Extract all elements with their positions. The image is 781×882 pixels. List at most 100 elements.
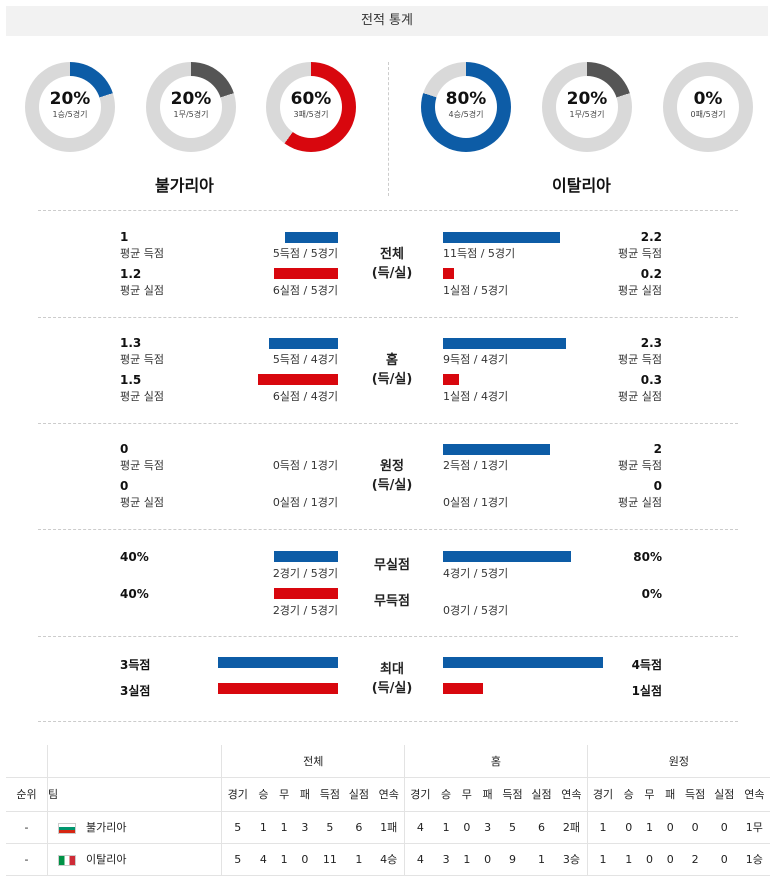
- home-conceded-detail: 6실점 / 5경기: [272, 284, 338, 297]
- away-avg-scored: 2.2: [640, 230, 662, 244]
- away-win-donut: 80% 4승/5경기: [421, 62, 511, 152]
- table-cell: 0: [709, 843, 739, 876]
- home-scored-detail: 0득점 / 1경기: [272, 459, 338, 472]
- home-scored-detail: 5득점 / 5경기: [272, 247, 338, 260]
- donut-percent: 20%: [566, 89, 608, 109]
- column-header: 실점: [527, 777, 557, 812]
- table-cell: 0: [294, 843, 316, 876]
- table-cell: 1: [273, 811, 295, 844]
- away-scored-detail: 9득점 / 4경기: [443, 353, 509, 366]
- table-cell: 6: [527, 811, 557, 844]
- table-cell: 3: [435, 843, 457, 876]
- away-avg-scored-label: 평균 득점: [618, 353, 662, 366]
- home-avg-scored: 1: [120, 230, 129, 244]
- table-cell: 1승: [738, 843, 770, 876]
- away-loss-donut: 0% 0패/5경기: [663, 62, 753, 152]
- table-cell: 5: [221, 843, 254, 876]
- away-scored-bar: [443, 232, 560, 243]
- divider: [38, 423, 738, 424]
- home-max-conceded-bar: [218, 683, 338, 694]
- away-scored-detail: 2득점 / 1경기: [443, 459, 509, 472]
- home-avg-scored: 0: [120, 442, 129, 456]
- away-avg-scored-label: 평균 득점: [618, 247, 662, 260]
- away-avg-conceded: 0.3: [640, 373, 662, 387]
- table-cell: 3승: [556, 843, 588, 876]
- away-avg-conceded: 0.2: [640, 267, 662, 281]
- group-header-overall: 전체: [221, 745, 405, 778]
- away-avg-scored: 2: [653, 442, 662, 456]
- home-no-goal-bar: [274, 588, 338, 599]
- table-cell: [47, 745, 222, 778]
- home-max-conceded: 3실점: [120, 684, 151, 698]
- home-team-name: 불가리아: [155, 176, 214, 195]
- table-cell: 1: [344, 843, 374, 876]
- column-header: 실점: [709, 777, 739, 812]
- category-label: 무실점: [374, 558, 410, 573]
- column-header: 무: [273, 777, 295, 812]
- column-header: 연속: [373, 777, 405, 812]
- away-avg-scored-label: 평균 득점: [618, 459, 662, 472]
- standings-table: 전체 홈 원정 순위 팀 경기 승 무 패 득점 실점 연속 경기 승 무 패 득점 실점 연속 경기 승 무 패 득점…: [6, 745, 770, 876]
- away-avg-conceded-label: 평균 실점: [618, 284, 662, 297]
- table-cell: 0: [680, 811, 710, 844]
- italy-flag-icon: [58, 854, 77, 866]
- divider: [38, 210, 738, 211]
- table-cell: 9: [497, 843, 528, 876]
- table-cell: 1무: [738, 811, 770, 844]
- column-header: 승: [618, 777, 640, 812]
- home-avg-conceded-label: 평균 실점: [120, 390, 164, 403]
- category-label: 홈: [386, 353, 398, 368]
- away-max-conceded: 1실점: [631, 684, 662, 698]
- away-clean-sheet-bar: [443, 551, 571, 562]
- table-cell: 1: [527, 843, 557, 876]
- table-cell: 11: [315, 843, 345, 876]
- home-clean-sheet-detail: 2경기 / 5경기: [272, 567, 338, 580]
- home-conceded-detail: 0실점 / 1경기: [272, 496, 338, 509]
- table-cell: 4: [404, 811, 436, 844]
- column-header: 득점: [315, 777, 345, 812]
- category-label: 최대: [380, 662, 404, 677]
- away-team-name: 이탈리아: [552, 176, 611, 195]
- home-draw-donut: 20% 1무/5경기: [146, 62, 236, 152]
- table-cell: 1: [639, 811, 660, 844]
- table-cell: 1: [273, 843, 295, 876]
- column-header: 무: [456, 777, 478, 812]
- away-clean-sheet-pct: 80%: [633, 550, 662, 564]
- table-cell: 0: [456, 811, 478, 844]
- donut-detail: 1무/5경기: [569, 110, 605, 119]
- table-cell: 4승: [373, 843, 405, 876]
- team-name[interactable]: 이탈리아: [86, 853, 127, 866]
- category-sublabel: (득/실): [371, 478, 413, 493]
- table-cell: 1: [618, 843, 640, 876]
- table-row: - 이탈리아 5 4 1 0 11 1 4승 4 3 1 0 9 1 3승 1 1 0 0 2 0 1승: [6, 843, 770, 876]
- team-name[interactable]: 불가리아: [86, 821, 127, 834]
- table-cell: 5: [315, 811, 345, 844]
- home-avg-scored-label: 평균 득점: [120, 459, 164, 472]
- away-no-goal-pct: 0%: [641, 587, 662, 601]
- away-scored-detail: 11득점 / 5경기: [443, 247, 516, 260]
- table-cell: 0: [618, 811, 640, 844]
- page-title: 전적 통계: [6, 6, 768, 36]
- team-cell: 이탈리아: [47, 843, 222, 876]
- column-header: 경기: [586, 777, 619, 812]
- home-no-goal-detail: 2경기 / 5경기: [272, 604, 338, 617]
- donut-detail: 1무/5경기: [173, 110, 209, 119]
- column-header: 팀: [47, 777, 222, 812]
- table-cell: 5: [497, 811, 528, 844]
- divider: [38, 317, 738, 318]
- home-max-scored-bar: [218, 657, 338, 668]
- home-avg-conceded: 0: [120, 479, 129, 493]
- column-header: 패: [659, 777, 681, 812]
- table-cell: 6: [344, 811, 374, 844]
- table-cell: 1: [456, 843, 478, 876]
- home-conceded-bar: [258, 374, 338, 385]
- table-cell: 3: [477, 811, 498, 844]
- home-avg-scored: 1.3: [120, 336, 142, 350]
- home-clean-sheet-pct: 40%: [120, 550, 149, 564]
- team-cell: 불가리아: [47, 811, 222, 844]
- home-scored-detail: 5득점 / 4경기: [272, 353, 338, 366]
- group-header-away: 원정: [586, 745, 770, 778]
- home-avg-scored-label: 평균 득점: [120, 247, 164, 260]
- table-cell: -: [6, 811, 48, 844]
